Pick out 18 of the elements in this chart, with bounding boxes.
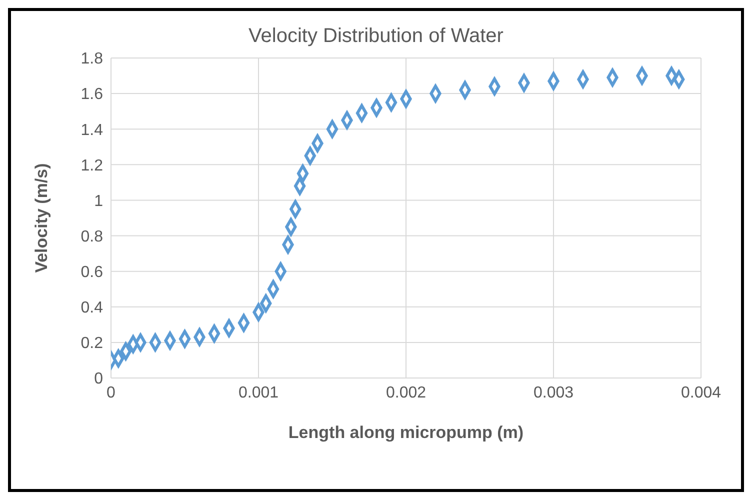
y-tick-label: 0 (94, 370, 104, 388)
chart-title: Velocity Distribution of Water (248, 25, 504, 48)
x-tick-label: 0.004 (680, 384, 722, 402)
x-axis-title: Length along micropump (m) (288, 423, 524, 442)
y-tick-label: 1.6 (80, 86, 104, 104)
y-tick-label: 0.6 (80, 264, 104, 282)
x-tick-label: 0.001 (238, 384, 279, 402)
y-tick-label: 1 (94, 192, 104, 210)
x-tick-label: 0.002 (386, 384, 426, 402)
y-tick-label: 0.2 (80, 335, 104, 352)
x-tick-label: 0.003 (533, 384, 574, 402)
y-tick-label: 1.4 (80, 122, 104, 139)
y-tick-label: 0.8 (80, 228, 104, 246)
y-axis-title: Velocity (m/s) (32, 163, 52, 273)
y-tick-label: 1.2 (80, 157, 104, 174)
y-tick-label: 1.8 (80, 50, 104, 68)
x-tick-label: 0 (106, 384, 116, 402)
y-tick-label: 0.4 (80, 300, 104, 317)
